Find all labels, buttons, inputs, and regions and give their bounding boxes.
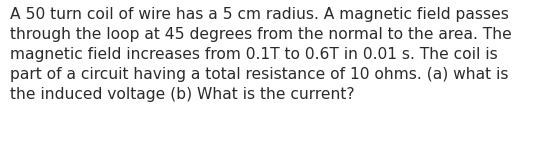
Text: A 50 turn coil of wire has a 5 cm radius. A magnetic field passes
through the lo: A 50 turn coil of wire has a 5 cm radius… xyxy=(10,7,512,102)
